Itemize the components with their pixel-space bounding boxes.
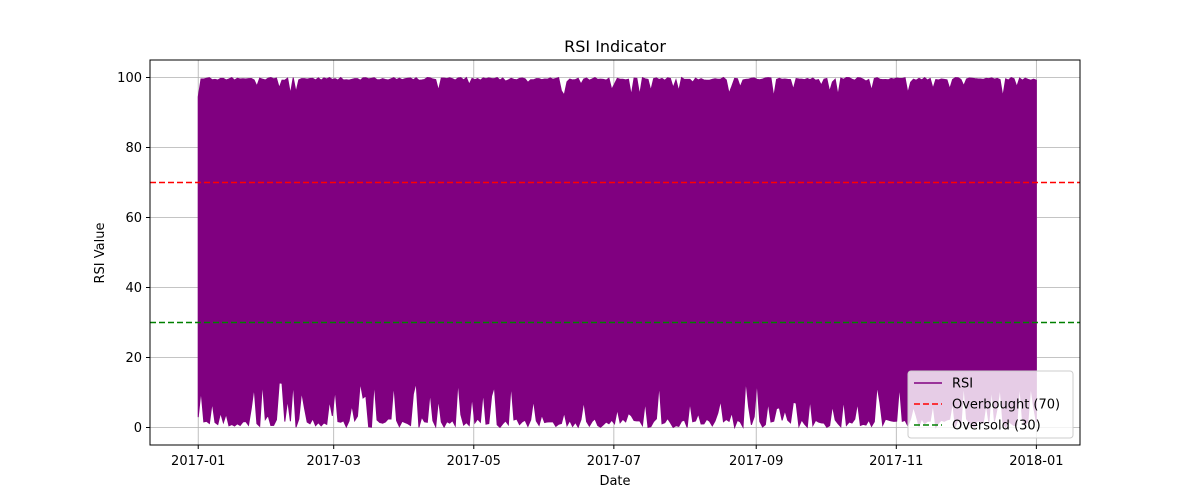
plot-frame bbox=[149, 59, 1081, 446]
y-tick-label: 0 bbox=[134, 421, 142, 436]
y-tick-label: 60 bbox=[125, 211, 142, 226]
y-tick-label: 100 bbox=[117, 71, 142, 86]
legend-label-1: Overbought (70) bbox=[952, 398, 1060, 413]
x-tick-label: 2018-01 bbox=[1009, 454, 1063, 469]
x-axis-label: Date bbox=[599, 474, 630, 489]
x-tick-label: 2017-03 bbox=[307, 454, 361, 469]
legend-box bbox=[907, 370, 1074, 439]
y-tick-label: 20 bbox=[125, 351, 142, 366]
x-tick-label: 2017-01 bbox=[171, 454, 225, 469]
tick-layer: 2017-01 2017-03 2017-05 2017-07 2017-09 2017-… bbox=[117, 71, 1063, 469]
chart-title: RSI Indicator bbox=[564, 37, 666, 56]
x-tick-label: 2017-11 bbox=[869, 454, 923, 469]
y-axis-label: RSI Value bbox=[93, 223, 108, 284]
y-tick-label: 80 bbox=[125, 141, 142, 156]
reference-lines-layer bbox=[150, 181, 1080, 324]
x-tick-label: 2017-05 bbox=[447, 454, 501, 469]
x-tick-label: 2017-09 bbox=[729, 454, 783, 469]
legend-label-2: Oversold (30) bbox=[952, 419, 1041, 434]
legend: RSI Overbought (70) Oversold (30) bbox=[907, 370, 1074, 439]
y-tick-label: 40 bbox=[125, 281, 142, 296]
x-tick-label: 2017-07 bbox=[587, 454, 641, 469]
legend-label-0: RSI bbox=[952, 377, 973, 392]
